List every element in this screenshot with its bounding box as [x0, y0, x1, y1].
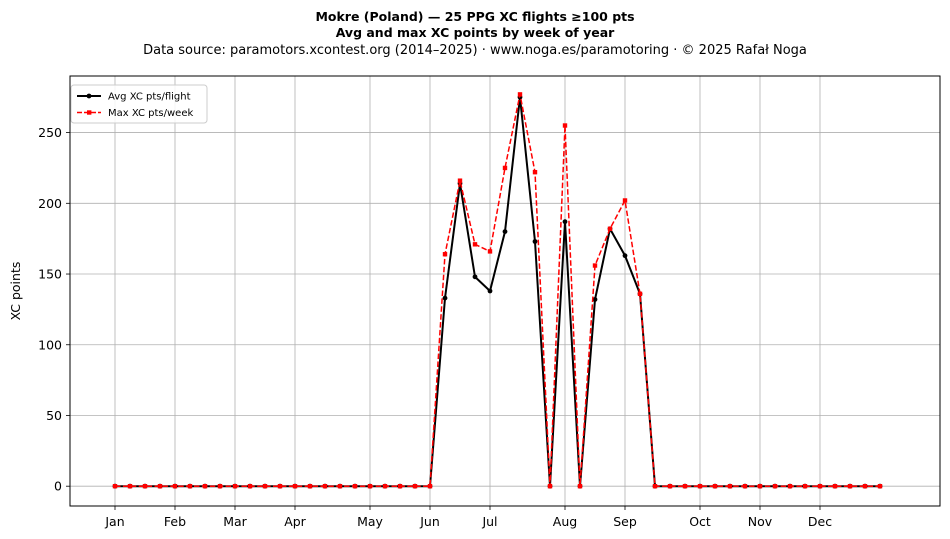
max-data-point — [772, 483, 778, 489]
x-tick-label: Jan — [104, 514, 124, 529]
legend-box — [70, 84, 208, 124]
max-data-point — [262, 483, 268, 489]
avg-data-point — [592, 297, 598, 302]
max-data-point — [247, 483, 253, 489]
max-data-point — [682, 483, 688, 489]
avg-data-point — [532, 239, 538, 244]
chart-title: Mokre (Poland) — 25 PPG XC flights ≥100 … — [315, 9, 635, 24]
max-data-point — [307, 483, 313, 489]
max-data-point — [817, 483, 823, 489]
max-data-point — [202, 483, 208, 489]
max-data-point — [517, 92, 523, 97]
max-data-point — [562, 123, 568, 128]
max-data-point — [457, 178, 463, 183]
max-data-point — [757, 483, 763, 489]
max-data-point — [427, 483, 433, 489]
max-data-point — [292, 483, 298, 489]
max-data-point — [502, 165, 508, 171]
y-tick-label: 50 — [46, 408, 62, 423]
plot-frame — [69, 75, 941, 507]
max-data-point — [397, 483, 403, 489]
max-data-point — [412, 483, 418, 489]
max-data-point — [787, 483, 793, 489]
x-tick-label: Oct — [689, 514, 711, 529]
max-data-point — [577, 483, 583, 489]
max-data-point — [142, 483, 148, 489]
x-tick-label: Sep — [613, 514, 637, 529]
x-tick-label: Nov — [748, 514, 773, 529]
max-data-point — [637, 291, 643, 297]
y-tick-label: 200 — [38, 196, 62, 211]
avg-data-point — [502, 229, 508, 234]
avg-data-point — [442, 295, 448, 301]
max-data-point — [157, 483, 163, 489]
max-data-point — [742, 483, 748, 489]
max-data-point — [127, 483, 133, 489]
avg-data-point — [472, 274, 478, 280]
max-data-point — [277, 483, 283, 489]
legend-marker — [87, 110, 92, 115]
x-tick-label: May — [357, 514, 383, 529]
max-data-point — [712, 483, 718, 489]
max-data-point — [472, 242, 478, 247]
y-tick-label: 0 — [54, 479, 62, 494]
x-tick-label: Aug — [553, 514, 577, 529]
max-data-point — [802, 483, 808, 489]
max-data-point — [877, 483, 883, 489]
max-data-point — [667, 483, 673, 489]
max-data-point — [217, 483, 223, 489]
y-tick-label: 100 — [38, 337, 62, 352]
y-axis: 0 50 100 150 200 250 — [38, 125, 70, 494]
max-data-point — [187, 483, 193, 489]
legend: Avg XC pts/flight Max XC pts/week — [70, 84, 208, 124]
y-axis-label: XC points — [8, 262, 23, 321]
max-data-point — [862, 483, 868, 489]
max-data-point — [322, 483, 328, 489]
max-data-point — [727, 483, 733, 489]
x-tick-label: Jun — [419, 514, 440, 529]
avg-data-point — [487, 288, 493, 294]
max-data-point — [622, 198, 628, 203]
max-data-point — [652, 483, 658, 489]
max-data-point — [337, 483, 343, 489]
series-layer — [112, 92, 883, 489]
x-axis: Jan Feb Mar Apr May Jun Jul Aug Sep Oct Nov Dec — [104, 506, 832, 529]
max-data-point — [697, 483, 703, 489]
max-data-point — [607, 226, 613, 231]
x-tick-label: Dec — [808, 514, 832, 529]
grid-lines — [70, 76, 940, 506]
max-series-line — [115, 93, 880, 487]
max-data-point — [832, 483, 838, 489]
avg-series-line — [115, 96, 880, 488]
legend-marker — [86, 93, 92, 99]
x-tick-label: Jul — [481, 514, 497, 529]
y-tick-label: 250 — [38, 125, 62, 140]
max-data-point — [547, 483, 553, 489]
max-data-point — [592, 263, 598, 268]
max-data-point — [112, 483, 118, 489]
max-data-point — [352, 483, 358, 489]
max-data-point — [442, 252, 448, 257]
x-tick-label: Feb — [164, 514, 186, 529]
data-source-line: Data source: paramotors.xcontest.org (20… — [143, 43, 807, 58]
y-tick-label: 150 — [38, 267, 62, 282]
avg-data-point — [562, 219, 568, 225]
x-tick-label: Apr — [284, 514, 306, 529]
max-data-point — [532, 169, 538, 175]
max-data-point — [232, 483, 238, 489]
max-data-point — [172, 483, 178, 489]
x-tick-label: Mar — [223, 514, 247, 529]
avg-data-point — [622, 253, 628, 259]
chart-subtitle: Avg and max XC points by week of year — [335, 25, 615, 40]
legend-label: Avg XC pts/flight — [108, 92, 191, 103]
max-data-point — [847, 483, 853, 489]
max-data-point — [367, 483, 373, 489]
max-data-point — [382, 483, 388, 489]
legend-label: Max XC pts/week — [108, 108, 193, 119]
max-data-point — [487, 249, 493, 254]
